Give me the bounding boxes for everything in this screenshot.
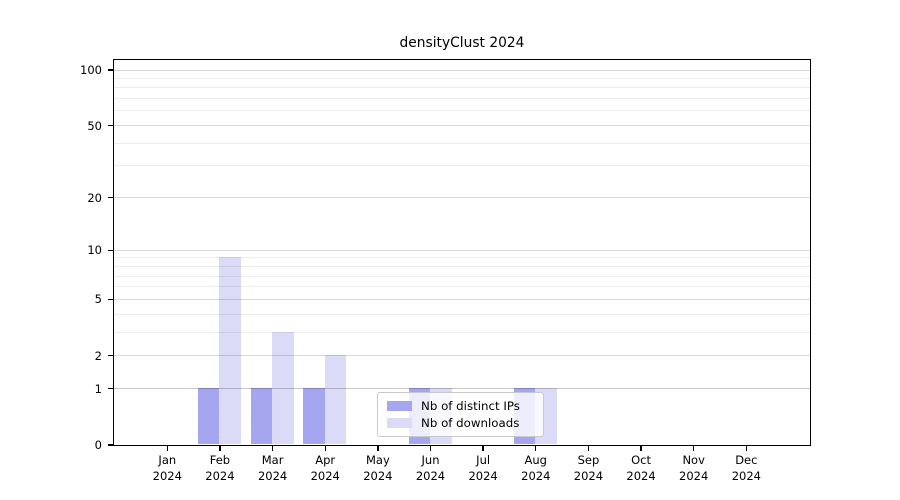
x-tick-label-oct: Oct 2024: [626, 453, 656, 483]
legend-label-ips: Nb of distinct IPs: [421, 399, 520, 413]
y-tick-mark-1: [107, 388, 114, 390]
legend-label-downloads: Nb of downloads: [421, 416, 520, 430]
x-tick-mark-feb: [219, 446, 221, 451]
gridline-minor-30: [113, 165, 810, 167]
x-tick-label-may: May 2024: [363, 453, 393, 483]
gridline-minor-4: [113, 313, 810, 315]
gridline-minor-9: [113, 257, 810, 259]
legend-swatch-downloads: [387, 418, 412, 428]
gridline-1: [113, 388, 810, 390]
y-tick-mark-10: [107, 249, 114, 251]
x-tick-mark-sep: [587, 446, 590, 451]
y-tick-label-50: 50: [87, 118, 102, 133]
bar-downloads-mar: [272, 331, 294, 445]
gridline-minor-60: [113, 110, 810, 112]
x-tick-mark-oct: [640, 446, 642, 451]
chart-title: densityClust 2024: [399, 35, 525, 51]
y-tick-label-100: 100: [80, 63, 102, 77]
gridline-20: [113, 197, 810, 199]
x-tick-label-aug: Aug 2024: [521, 453, 551, 483]
bar-distinct-ips-apr: [303, 388, 325, 445]
legend-swatch-ips: [387, 401, 412, 411]
y-tick-mark-100: [107, 69, 114, 71]
gridline-minor-40: [113, 142, 810, 144]
y-tick-label-2: 2: [94, 348, 102, 363]
y-tick-mark-5: [107, 298, 114, 301]
legend: Nb of distinct IPs Nb of downloads: [377, 392, 544, 437]
gridline-minor-6: [113, 286, 810, 288]
x-tick-label-jun: Jun 2024: [415, 453, 446, 483]
bar-downloads-feb: [219, 257, 241, 445]
x-tick-label-mar: Mar 2024: [257, 453, 288, 483]
x-tick-label-apr: Apr 2024: [310, 453, 340, 483]
y-tick-mark-20: [107, 196, 114, 199]
y-tick-label-0: 0: [94, 438, 102, 452]
x-tick-label-sep: Sep 2024: [573, 453, 604, 483]
y-tick-label-20: 20: [87, 190, 102, 205]
x-tick-mark-aug: [535, 446, 537, 451]
x-tick-mark-may: [377, 446, 379, 451]
gridline-minor-3: [113, 331, 810, 333]
gridline-minor-7: [113, 275, 810, 277]
y-tick-label-10: 10: [87, 243, 102, 258]
legend-item-downloads: Nb of downloads: [387, 416, 543, 430]
x-tick-label-feb: Feb 2024: [205, 453, 235, 483]
x-tick-mark-dec: [745, 446, 747, 451]
x-tick-mark-nov: [693, 446, 695, 451]
gridline-50: [113, 125, 810, 127]
y-tick-label-1: 1: [94, 381, 102, 396]
x-tick-label-nov: Nov 2024: [679, 453, 709, 483]
y-tick-label-5: 5: [94, 292, 102, 307]
x-tick-label-jul: Jul 2024: [468, 453, 498, 483]
x-tick-label-dec: Dec 2024: [731, 453, 761, 483]
gridline-minor-8: [113, 265, 810, 267]
gridline-minor-90: [113, 77, 810, 79]
gridline-5: [113, 298, 810, 300]
plot-area: [112, 58, 811, 446]
gridline-minor-80: [113, 87, 810, 89]
x-tick-label-jan: Jan 2024: [152, 453, 182, 483]
y-tick-mark-0: [107, 444, 114, 446]
x-tick-mark-mar: [271, 446, 274, 451]
x-tick-mark-jul: [482, 446, 484, 451]
y-tick-mark-2: [107, 355, 114, 357]
bar-distinct-ips-mar: [250, 388, 273, 445]
grid-layer: [113, 60, 810, 445]
gridline-2: [113, 355, 810, 357]
legend-item-distinct-ips: Nb of distinct IPs: [387, 399, 543, 413]
x-tick-mark-jan: [166, 446, 168, 451]
x-tick-mark-apr: [324, 446, 326, 451]
bar-distinct-ips-feb: [197, 388, 220, 445]
bar-downloads-apr: [324, 355, 347, 445]
x-tick-mark-jun: [429, 446, 432, 451]
gridline-100: [113, 69, 810, 71]
gridline-minor-70: [113, 98, 810, 100]
y-tick-mark-50: [107, 124, 114, 127]
gridline-10: [113, 249, 810, 251]
